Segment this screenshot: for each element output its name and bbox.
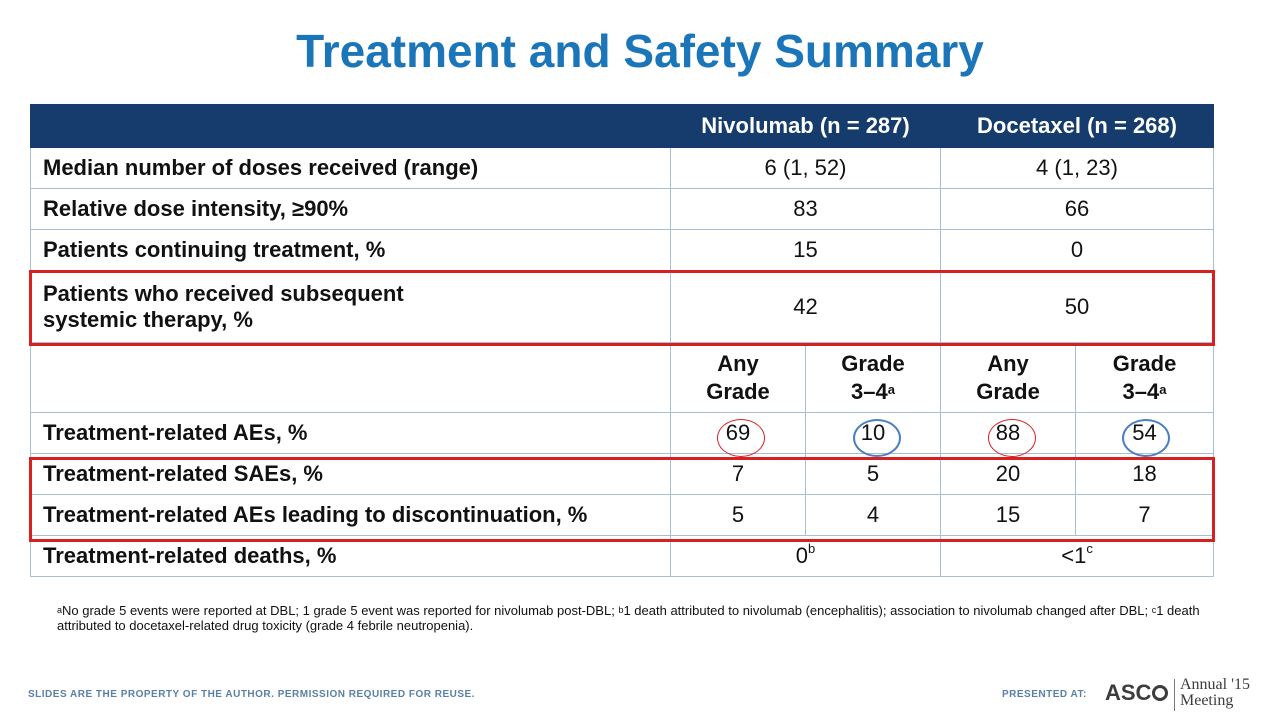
- row-label: Relative dose intensity, ≥90%: [30, 188, 671, 230]
- subheader-any-grade: Any Grade: [940, 342, 1077, 413]
- docetaxel-value: 66: [940, 188, 1215, 230]
- header-docetaxel: Docetaxel (n = 268): [940, 104, 1215, 148]
- highlight-circle-docetaxel-grade-3-4: [1122, 419, 1170, 457]
- subheader-grade-3-4: Grade 3–4a: [804, 342, 942, 413]
- logo-divider: [1174, 679, 1175, 711]
- table-row: Treatment-related AEs, % 69 10 88 54: [30, 412, 1215, 454]
- nivolumab-any-grade-value: 5: [670, 494, 806, 536]
- asco-logo: ASC: [1105, 680, 1169, 706]
- nivolumab-value: 83: [669, 188, 942, 230]
- grade-subheader-row: Any Grade Grade 3–4a Any Grade Grade 3–4a: [30, 342, 1215, 413]
- annual-meeting-logo: Annual '15 Meeting: [1180, 676, 1250, 709]
- nivolumab-value: 0b: [669, 535, 942, 577]
- row-label: Patients continuing treatment, %: [30, 229, 671, 271]
- docetaxel-value: <1c: [940, 535, 1215, 577]
- footer-disclaimer: SLIDES ARE THE PROPERTY OF THE AUTHOR. P…: [28, 689, 475, 700]
- slide-title: Treatment and Safety Summary: [296, 25, 984, 77]
- row-label-line2: systemic therapy, %: [43, 306, 253, 332]
- row-label: Treatment-related AEs leading to discont…: [30, 494, 671, 536]
- subheader-grade-3-4: Grade 3–4a: [1075, 342, 1215, 413]
- table-header-row: Nivolumab (n = 287) Docetaxel (n = 268): [30, 104, 1215, 148]
- docetaxel-grade-3-4-value: 18: [1075, 453, 1215, 495]
- row-label: Treatment-related AEs, %: [30, 412, 671, 454]
- highlight-box-subsequent-therapy: [29, 270, 1215, 346]
- row-label: Patients who received subsequent systemic…: [30, 270, 671, 343]
- highlight-box-sae-rows: [29, 457, 1215, 542]
- docetaxel-value: 0: [940, 229, 1215, 271]
- row-label: Treatment-related SAEs, %: [30, 453, 671, 495]
- docetaxel-grade-3-4-value: 7: [1075, 494, 1215, 536]
- header-nivolumab: Nivolumab (n = 287): [669, 104, 942, 148]
- nivolumab-any-grade-value: 7: [670, 453, 806, 495]
- summary-table: Nivolumab (n = 287) Docetaxel (n = 268) …: [30, 104, 1215, 577]
- subheader-blank-cell: [30, 342, 671, 413]
- nivolumab-grade-3-4-value: 4: [804, 494, 942, 536]
- highlight-circle-nivolumab-any-grade: [717, 419, 765, 457]
- highlight-circle-docetaxel-any-grade: [988, 419, 1036, 457]
- asco-logo-mark-icon: [1152, 685, 1169, 701]
- docetaxel-value: 50: [940, 270, 1215, 343]
- docetaxel-any-grade-value: 15: [940, 494, 1077, 536]
- nivolumab-value: 15: [669, 229, 942, 271]
- header-blank-cell: [30, 104, 671, 148]
- row-label: Treatment-related deaths, %: [30, 535, 671, 577]
- row-label-line1: Patients who received subsequent: [43, 280, 404, 306]
- row-label: Median number of doses received (range): [30, 147, 671, 189]
- docetaxel-value: 4 (1, 23): [940, 147, 1215, 189]
- subheader-any-grade: Any Grade: [670, 342, 806, 413]
- table-row: Treatment-related deaths, % 0b <1c: [30, 535, 1215, 577]
- table-row: Treatment-related AEs leading to discont…: [30, 494, 1215, 536]
- table-row: Relative dose intensity, ≥90% 83 66: [30, 188, 1215, 230]
- table-row: Patients continuing treatment, % 15 0: [30, 229, 1215, 271]
- table-row: Median number of doses received (range) …: [30, 147, 1215, 189]
- nivolumab-value: 6 (1, 52): [669, 147, 942, 189]
- highlight-circle-nivolumab-grade-3-4: [853, 419, 901, 457]
- footnote: aNo grade 5 events were reported at DBL;…: [57, 603, 1200, 633]
- footer-presented-at: PRESENTED AT:: [1002, 689, 1087, 700]
